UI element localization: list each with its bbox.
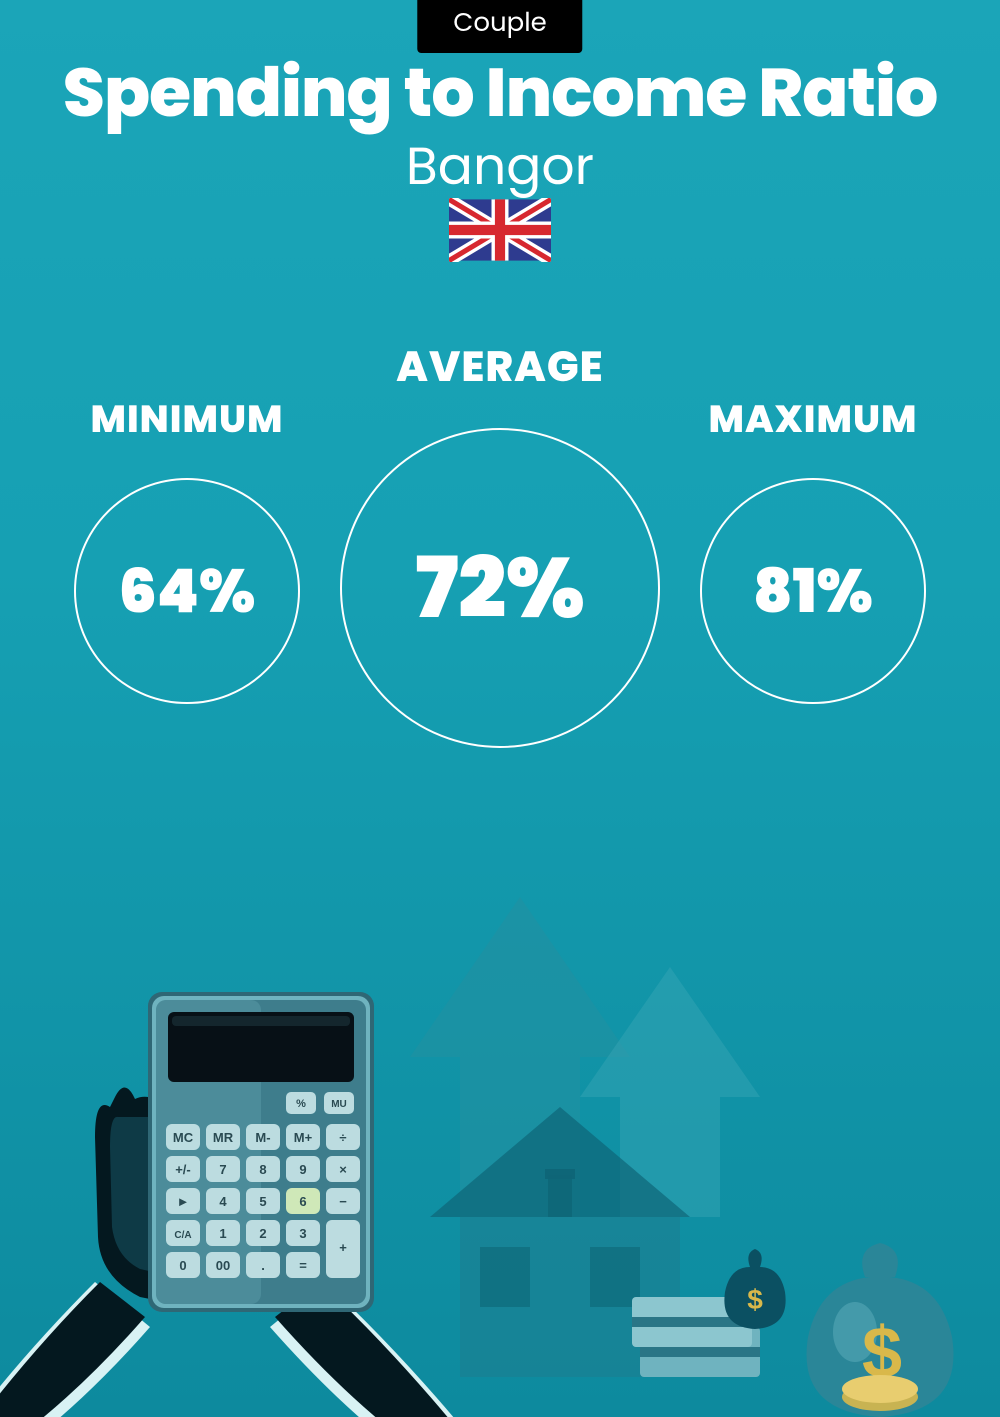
svg-text:6: 6 xyxy=(299,1194,306,1209)
svg-text:7: 7 xyxy=(219,1162,226,1177)
svg-text:0: 0 xyxy=(179,1258,186,1273)
stat-maximum-label: MAXIMUM xyxy=(708,391,917,448)
stats-row: MINIMUM 64% AVERAGE 72% MAXIMUM 81% xyxy=(0,335,1000,748)
stat-average-circle: 72% xyxy=(340,428,660,748)
svg-text:.: . xyxy=(261,1258,265,1273)
uk-flag-icon xyxy=(449,198,551,262)
svg-text:2: 2 xyxy=(259,1226,266,1241)
svg-text:+: + xyxy=(339,1240,347,1255)
svg-text:+/-: +/- xyxy=(175,1162,191,1177)
stat-average: AVERAGE 72% xyxy=(340,335,660,748)
stat-minimum-label: MINIMUM xyxy=(90,391,283,448)
svg-text:=: = xyxy=(299,1258,307,1273)
svg-text:×: × xyxy=(339,1162,347,1177)
stat-minimum-value: 64% xyxy=(119,546,256,636)
svg-text:4: 4 xyxy=(219,1194,227,1209)
stat-average-label: AVERAGE xyxy=(396,335,603,398)
svg-text:MR: MR xyxy=(213,1130,234,1145)
svg-text:00: 00 xyxy=(216,1258,230,1273)
stat-average-value: 72% xyxy=(415,526,584,651)
stat-minimum: MINIMUM 64% xyxy=(74,391,300,704)
svg-text:9: 9 xyxy=(299,1162,306,1177)
svg-text:M+: M+ xyxy=(294,1130,313,1145)
svg-text:8: 8 xyxy=(259,1162,266,1177)
svg-text:%: % xyxy=(296,1098,306,1110)
stat-maximum-value: 81% xyxy=(753,546,873,636)
svg-text:MC: MC xyxy=(173,1130,194,1145)
stat-minimum-circle: 64% xyxy=(74,478,300,704)
svg-text:1: 1 xyxy=(219,1226,226,1241)
location-name: Bangor xyxy=(0,128,1000,206)
svg-text:−: − xyxy=(339,1194,347,1209)
svg-text:MU: MU xyxy=(331,1099,347,1110)
svg-text:÷: ÷ xyxy=(339,1130,346,1145)
svg-text:M-: M- xyxy=(255,1130,270,1145)
svg-text:$: $ xyxy=(747,1284,763,1315)
svg-text:C/A: C/A xyxy=(174,1230,191,1241)
stat-maximum: MAXIMUM 81% xyxy=(700,391,926,704)
svg-text:5: 5 xyxy=(259,1194,266,1209)
finance-illustration: $ $ % MU xyxy=(0,797,1000,1417)
svg-text:3: 3 xyxy=(299,1226,306,1241)
svg-text:►: ► xyxy=(177,1194,190,1209)
stat-maximum-circle: 81% xyxy=(700,478,926,704)
